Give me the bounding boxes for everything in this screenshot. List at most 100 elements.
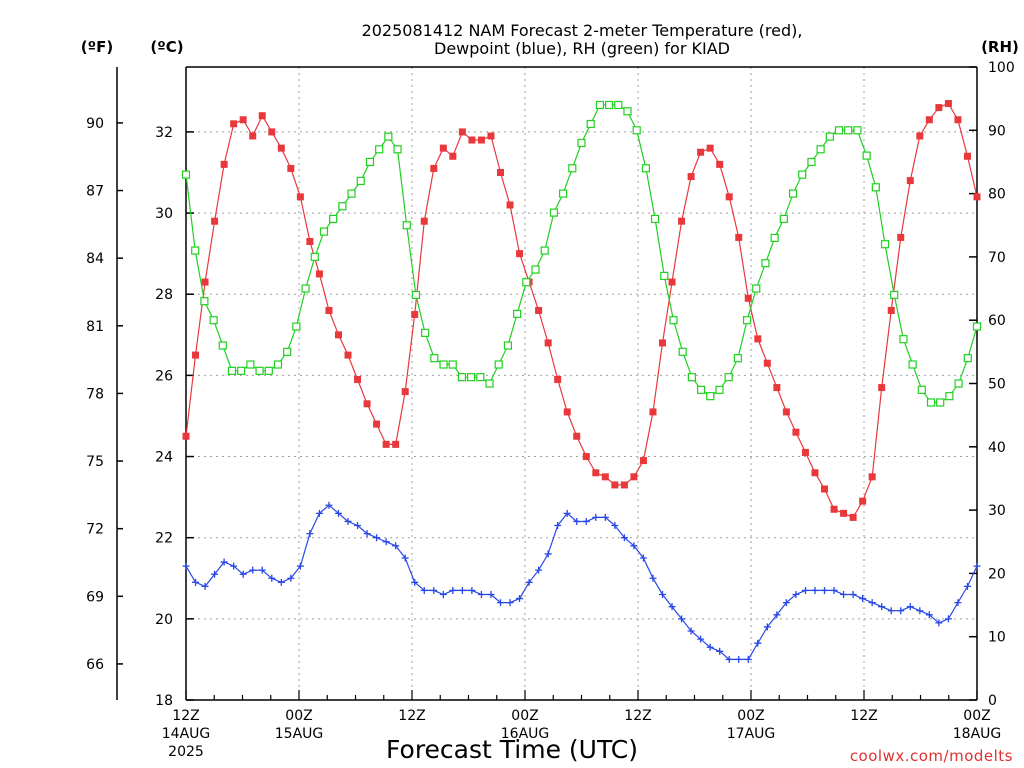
temperature-point <box>878 384 886 392</box>
rh-tick-label: 40 <box>988 440 1006 456</box>
dewpoint-point <box>182 562 190 570</box>
dewpoint-point <box>639 554 647 562</box>
rh-point <box>430 354 439 363</box>
rh-point <box>604 100 614 110</box>
axes <box>116 66 978 701</box>
rh-point <box>347 189 356 198</box>
rh-point <box>798 170 807 179</box>
rh-axis-header: (RH) <box>981 38 1019 56</box>
dewpoint-point <box>392 542 400 550</box>
x-tick-label: 16AUG <box>501 726 550 742</box>
dewpoint-point <box>554 522 562 530</box>
dewpoint-point <box>878 603 886 611</box>
temperature-series <box>182 100 981 521</box>
celsius-tick-label: 28 <box>155 287 173 303</box>
dewpoint-point <box>840 591 848 598</box>
rh-point <box>972 322 982 331</box>
rh-point <box>715 385 724 394</box>
data-series <box>181 100 982 663</box>
rh-point <box>292 322 301 331</box>
rh-point <box>706 392 715 401</box>
rh-point <box>954 379 963 388</box>
fahrenheit-tick-label: 75 <box>86 454 104 470</box>
rh-point <box>696 385 706 394</box>
rh-point <box>319 227 329 236</box>
dewpoint-point <box>277 578 285 586</box>
temperature-point <box>754 335 762 343</box>
celsius-axis-header: (ºC) <box>150 38 183 56</box>
temperature-point <box>849 513 857 521</box>
fahrenheit-tick-label: 66 <box>86 657 104 673</box>
celsius-tick-label: 26 <box>155 368 173 384</box>
temperature-point <box>239 116 247 124</box>
temperature-point <box>887 306 895 314</box>
temperature-point <box>906 177 914 185</box>
rh-point <box>586 119 595 129</box>
dewpoint-point <box>468 586 476 594</box>
dewpoint-point <box>811 586 819 594</box>
temperature-point <box>401 388 409 396</box>
rh-point <box>494 360 503 369</box>
fahrenheit-tick-label: 72 <box>86 522 104 538</box>
temperature-point <box>487 132 495 140</box>
temperature-point <box>554 375 562 383</box>
rh-point <box>338 202 347 211</box>
credit-text: coolwx.com/modelts <box>850 747 1013 765</box>
dewpoint-point <box>382 538 390 546</box>
dewpoint-point <box>582 517 590 525</box>
rh-point <box>623 107 632 116</box>
temperature-point <box>392 440 400 448</box>
dewpoint-point <box>906 603 914 611</box>
dewpoint-point <box>649 574 657 582</box>
dewpoint-point <box>296 562 304 570</box>
fahrenheit-tick-label: 90 <box>86 116 104 132</box>
tick-labels: 18 20 22 24 26 28 30 32 66 69 72 75 78 81 84 87 90 0 10 20 3… <box>86 60 1015 760</box>
dewpoint-point <box>363 530 371 538</box>
temperature-point <box>258 112 266 120</box>
temperature-point <box>963 152 971 160</box>
dewpoint-point <box>944 615 952 623</box>
temperature-point <box>716 160 724 168</box>
dewpoint-point <box>687 627 695 635</box>
rh-line <box>185 104 978 404</box>
x-tick-label: 00Z <box>963 708 990 724</box>
temperature-point <box>830 505 838 513</box>
dewpoint-point <box>230 562 238 570</box>
rh-point <box>559 189 568 198</box>
rh-point <box>908 360 917 369</box>
rh-point <box>384 132 393 141</box>
x-tick-label: 14AUG <box>162 726 211 742</box>
temperature-point <box>201 278 209 286</box>
temperature-point <box>801 448 809 456</box>
rh-point <box>191 246 200 255</box>
temperature-point <box>306 237 314 245</box>
dewpoint-point <box>668 603 676 611</box>
rh-point <box>660 271 669 280</box>
temperature-point <box>659 339 667 347</box>
dewpoint-point <box>268 574 276 582</box>
temperature-point <box>573 432 581 440</box>
dewpoint-point <box>535 566 543 574</box>
rh-point <box>264 366 273 375</box>
dewpoint-point <box>782 599 790 607</box>
rh-point <box>467 373 476 382</box>
rh-series <box>181 100 982 407</box>
fahrenheit-tick-label: 69 <box>86 589 104 605</box>
x-tick-label: 00Z <box>285 708 312 724</box>
rh-point <box>770 233 779 243</box>
temperature-point <box>582 453 590 461</box>
dewpoint-point <box>458 586 466 594</box>
temperature-point <box>373 420 381 428</box>
rh-tick-label: 10 <box>988 630 1006 646</box>
dewpoint-point <box>477 591 485 598</box>
dewpoint-point <box>439 591 447 598</box>
temperature-point <box>325 306 333 314</box>
rh-point <box>365 157 375 167</box>
dewpoint-point <box>525 578 533 586</box>
temperature-point <box>687 173 695 181</box>
rh-tick-label: 90 <box>988 123 1006 139</box>
x-tick-label: 2025 <box>168 744 204 760</box>
celsius-tick-label: 32 <box>155 125 173 141</box>
temperature-point <box>773 384 781 392</box>
temperature-point <box>935 104 943 112</box>
